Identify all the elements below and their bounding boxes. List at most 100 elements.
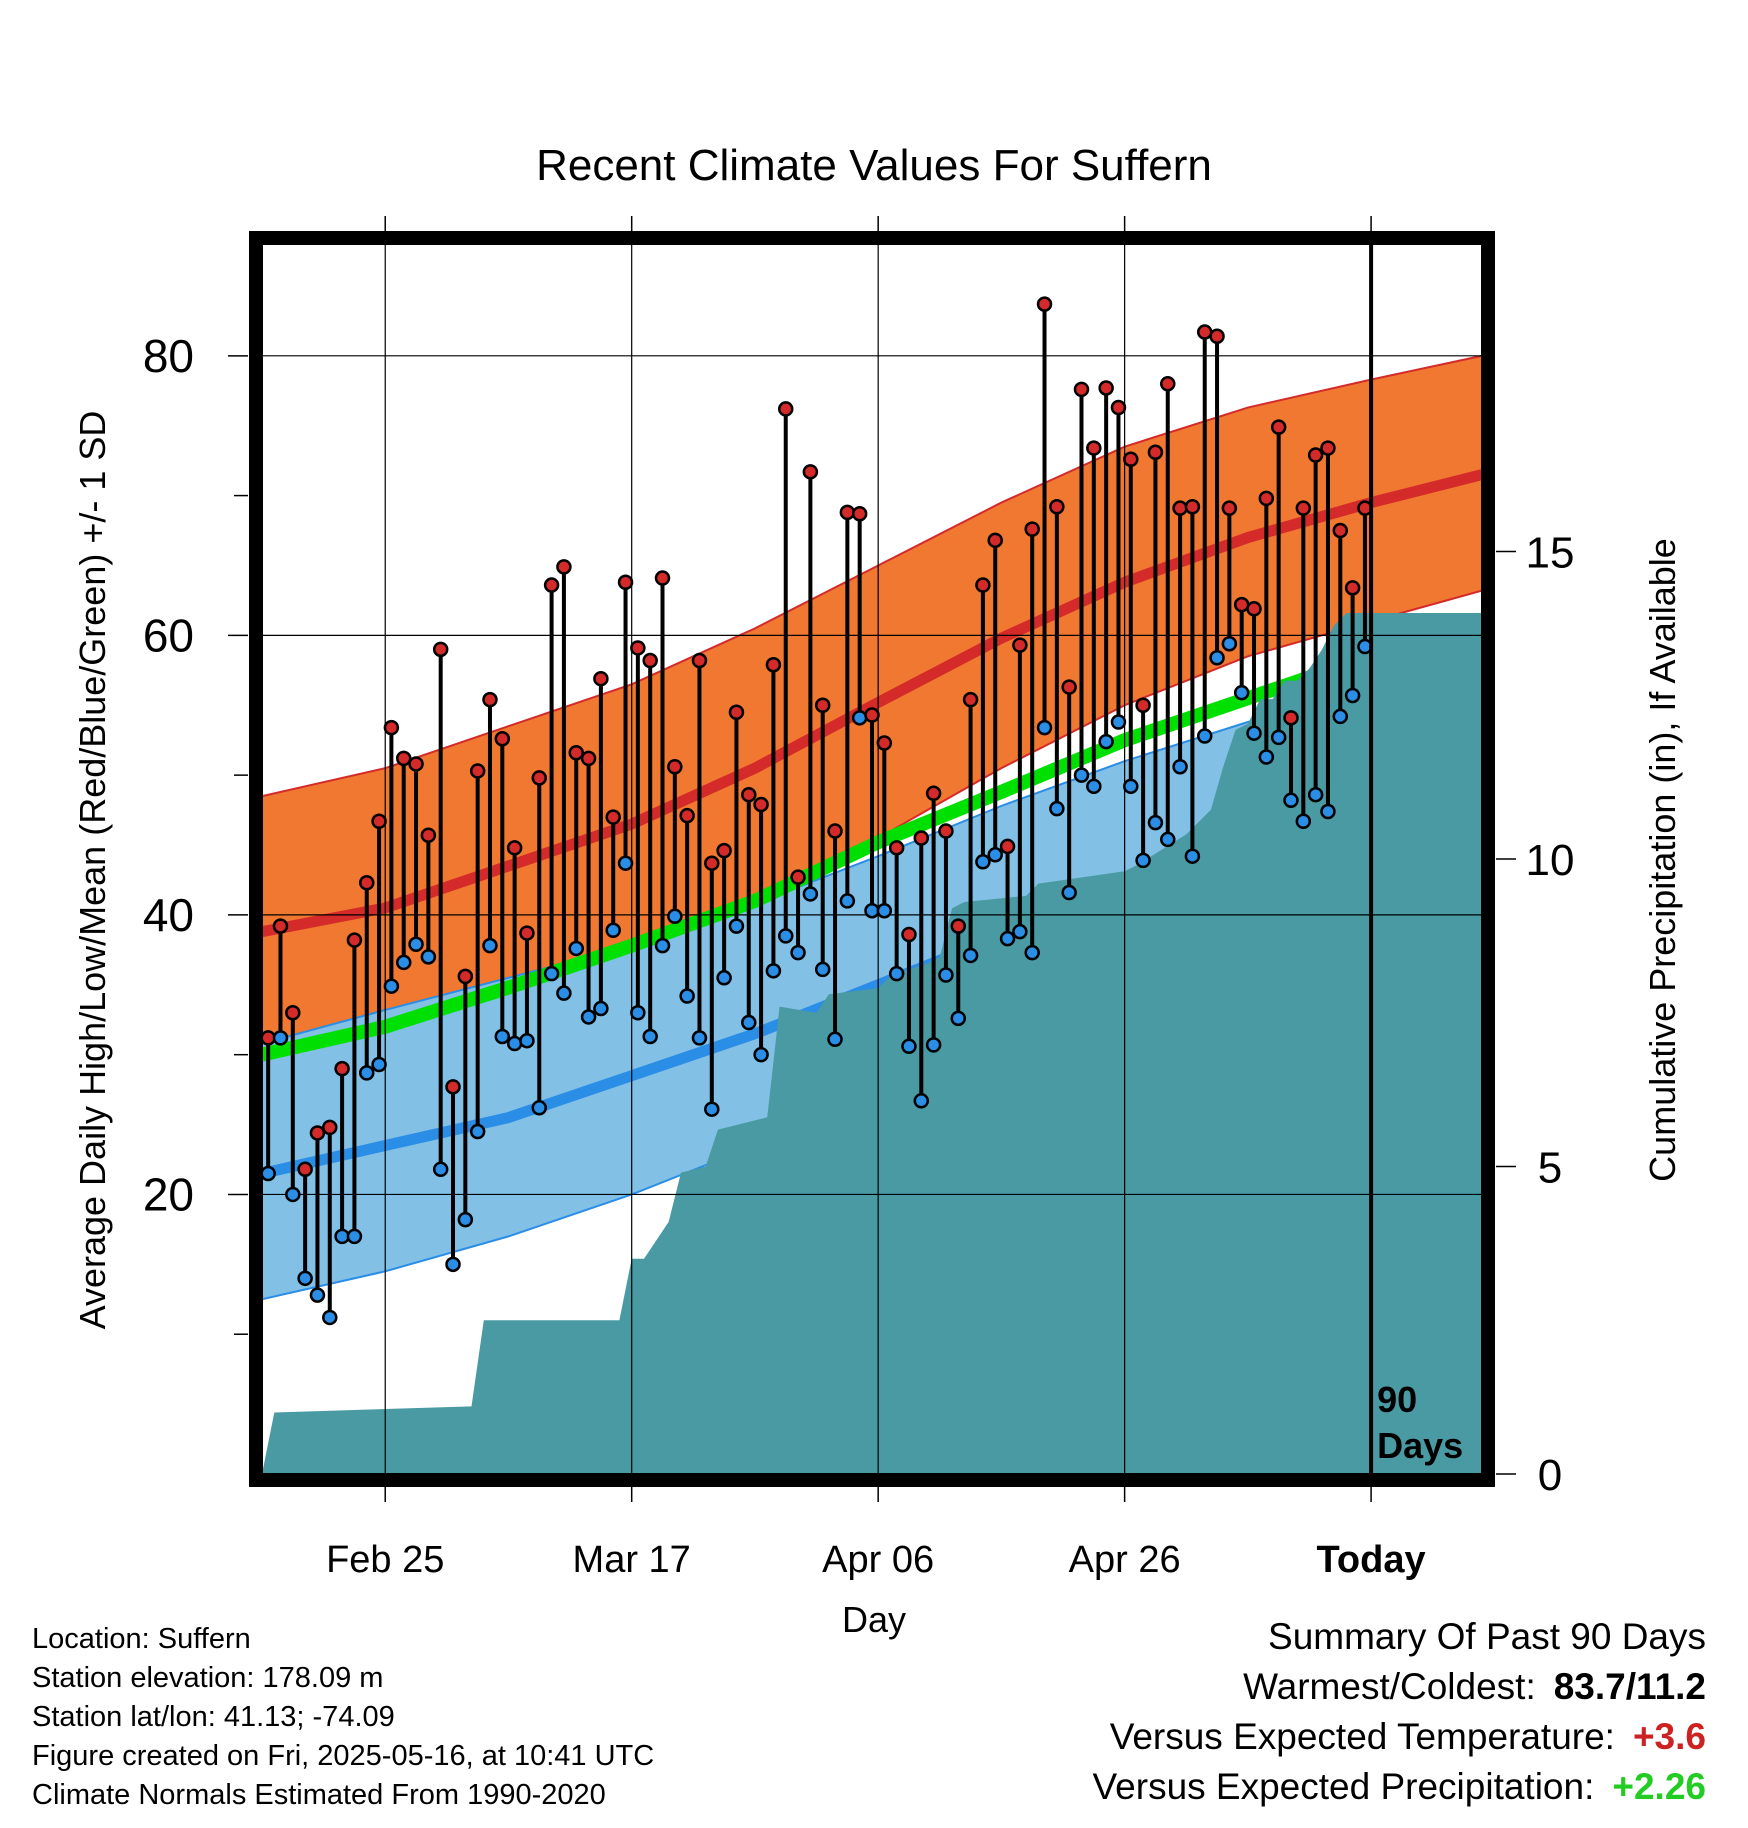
daily-low-point [1295, 813, 1312, 830]
daily-high-point [1110, 399, 1127, 416]
daily-low-point [1036, 719, 1053, 736]
daily-low-point [309, 1287, 326, 1303]
daily-low-point [432, 1161, 449, 1178]
daily-low-point [741, 1014, 757, 1031]
station-metadata: Location: Suffern Station elevation: 178… [32, 1620, 654, 1815]
daily-high-point [605, 809, 621, 825]
daily-high-point [1160, 376, 1176, 392]
x-tick-label: Today [1317, 1539, 1426, 1581]
daily-low-point [262, 1165, 276, 1182]
daily-low-point [679, 988, 695, 1004]
daily-low-point [630, 1005, 646, 1021]
daily-high-point [925, 785, 942, 802]
daily-low-point [777, 928, 794, 944]
daily-low-point [457, 1211, 474, 1228]
daily-high-point [1221, 500, 1238, 516]
daily-low-point [1110, 714, 1127, 730]
daily-low-point [962, 947, 979, 964]
y-tick-label: 40 [143, 889, 194, 941]
daily-low-point [1233, 684, 1250, 701]
daily-low-point [864, 902, 880, 919]
daily-low-point [1332, 708, 1349, 725]
daily-high-point [654, 570, 671, 586]
daily-high-point [358, 875, 375, 891]
y2-tick-label: 0 [1538, 1451, 1562, 1500]
daily-high-point [593, 670, 609, 687]
x-axis-label: Day [842, 1599, 906, 1640]
daily-high-point [1012, 637, 1028, 653]
summary-heading: Summary Of Past 90 Days [1268, 1616, 1706, 1657]
temp-label: Versus Expected Temperature: [1109, 1716, 1615, 1757]
daily-high-point [1036, 296, 1053, 312]
daily-high-point [297, 1161, 313, 1178]
plot-frame [249, 231, 1495, 1487]
daily-high-point [346, 932, 363, 948]
daily-low-point [346, 1228, 363, 1245]
daily-high-point [1024, 521, 1040, 537]
warmest-value: 83.7/11.2 [1553, 1666, 1706, 1707]
daily-low-point [420, 949, 437, 965]
y2-tick-label: 10 [1526, 836, 1575, 885]
daily-high-point [876, 735, 893, 751]
daily-low-point [531, 1100, 548, 1116]
daily-high-point [556, 559, 572, 575]
daily-low-point [1209, 649, 1225, 666]
daily-low-point [1123, 778, 1139, 795]
daily-low-point [814, 961, 831, 978]
y-tick-label: 60 [143, 609, 194, 661]
daily-low-point [1184, 848, 1201, 864]
summary-precip-row: Versus Expected Precipitation: +2.26 [1093, 1762, 1706, 1812]
warmest-label: Warmest/Coldest: [1243, 1666, 1536, 1707]
daily-high-point [704, 855, 720, 871]
daily-low-point [1258, 749, 1275, 765]
daily-low-point [445, 1256, 461, 1273]
daily-low-point [1221, 636, 1238, 652]
daily-high-point [420, 827, 437, 843]
daily-low-point [691, 1030, 708, 1046]
daily-low-point [938, 967, 954, 983]
daily-high-point [987, 532, 1003, 549]
daily-high-point [1196, 324, 1213, 340]
daily-low-point [556, 985, 572, 1001]
daily-high-point [482, 691, 498, 708]
precip-label: Versus Expected Precipitation: [1092, 1766, 1595, 1807]
daily-low-point [1061, 884, 1077, 901]
latlon-text: Station lat/lon: 41.13; -74.09 [32, 1701, 395, 1733]
daily-low-point [1246, 725, 1262, 741]
normals-text: Climate Normals Estimated From 1990-2020 [32, 1779, 606, 1811]
daily-low-point [753, 1046, 769, 1063]
daily-high-point [494, 731, 511, 747]
daily-high-point [839, 504, 856, 521]
daily-high-point [1246, 601, 1262, 617]
daily-high-point [1283, 710, 1299, 726]
x-tick-label: Apr 26 [1069, 1539, 1181, 1581]
daily-high-point [519, 925, 535, 941]
daily-high-point [469, 763, 486, 779]
daily-low-point [297, 1270, 313, 1287]
daily-high-point [728, 704, 745, 720]
daily-low-point [654, 937, 671, 954]
daily-low-point [667, 908, 683, 925]
daily-high-point [913, 830, 930, 846]
daily-low-point [925, 1037, 942, 1053]
daily-high-point [1147, 444, 1164, 461]
daily-low-point [1344, 687, 1361, 704]
daily-high-point [1270, 419, 1287, 435]
daily-low-point [1135, 852, 1151, 869]
daily-low-point [1049, 800, 1065, 817]
daily-low-point [358, 1065, 375, 1081]
daily-low-point [888, 965, 905, 982]
daily-low-point [371, 1056, 387, 1073]
daily-low-point [580, 1009, 597, 1025]
daily-high-point [999, 838, 1016, 855]
daily-low-point [839, 893, 856, 909]
daily-low-point [950, 1010, 967, 1027]
daily-high-point [1307, 447, 1324, 463]
daily-high-point [506, 840, 523, 856]
summary-temp-row: Versus Expected Temperature: +3.6 [1093, 1712, 1706, 1762]
daily-high-point [334, 1060, 350, 1077]
daily-low-point [395, 954, 412, 971]
daily-high-point [1184, 499, 1201, 515]
daily-high-point [827, 823, 843, 839]
daily-high-point [383, 719, 400, 736]
